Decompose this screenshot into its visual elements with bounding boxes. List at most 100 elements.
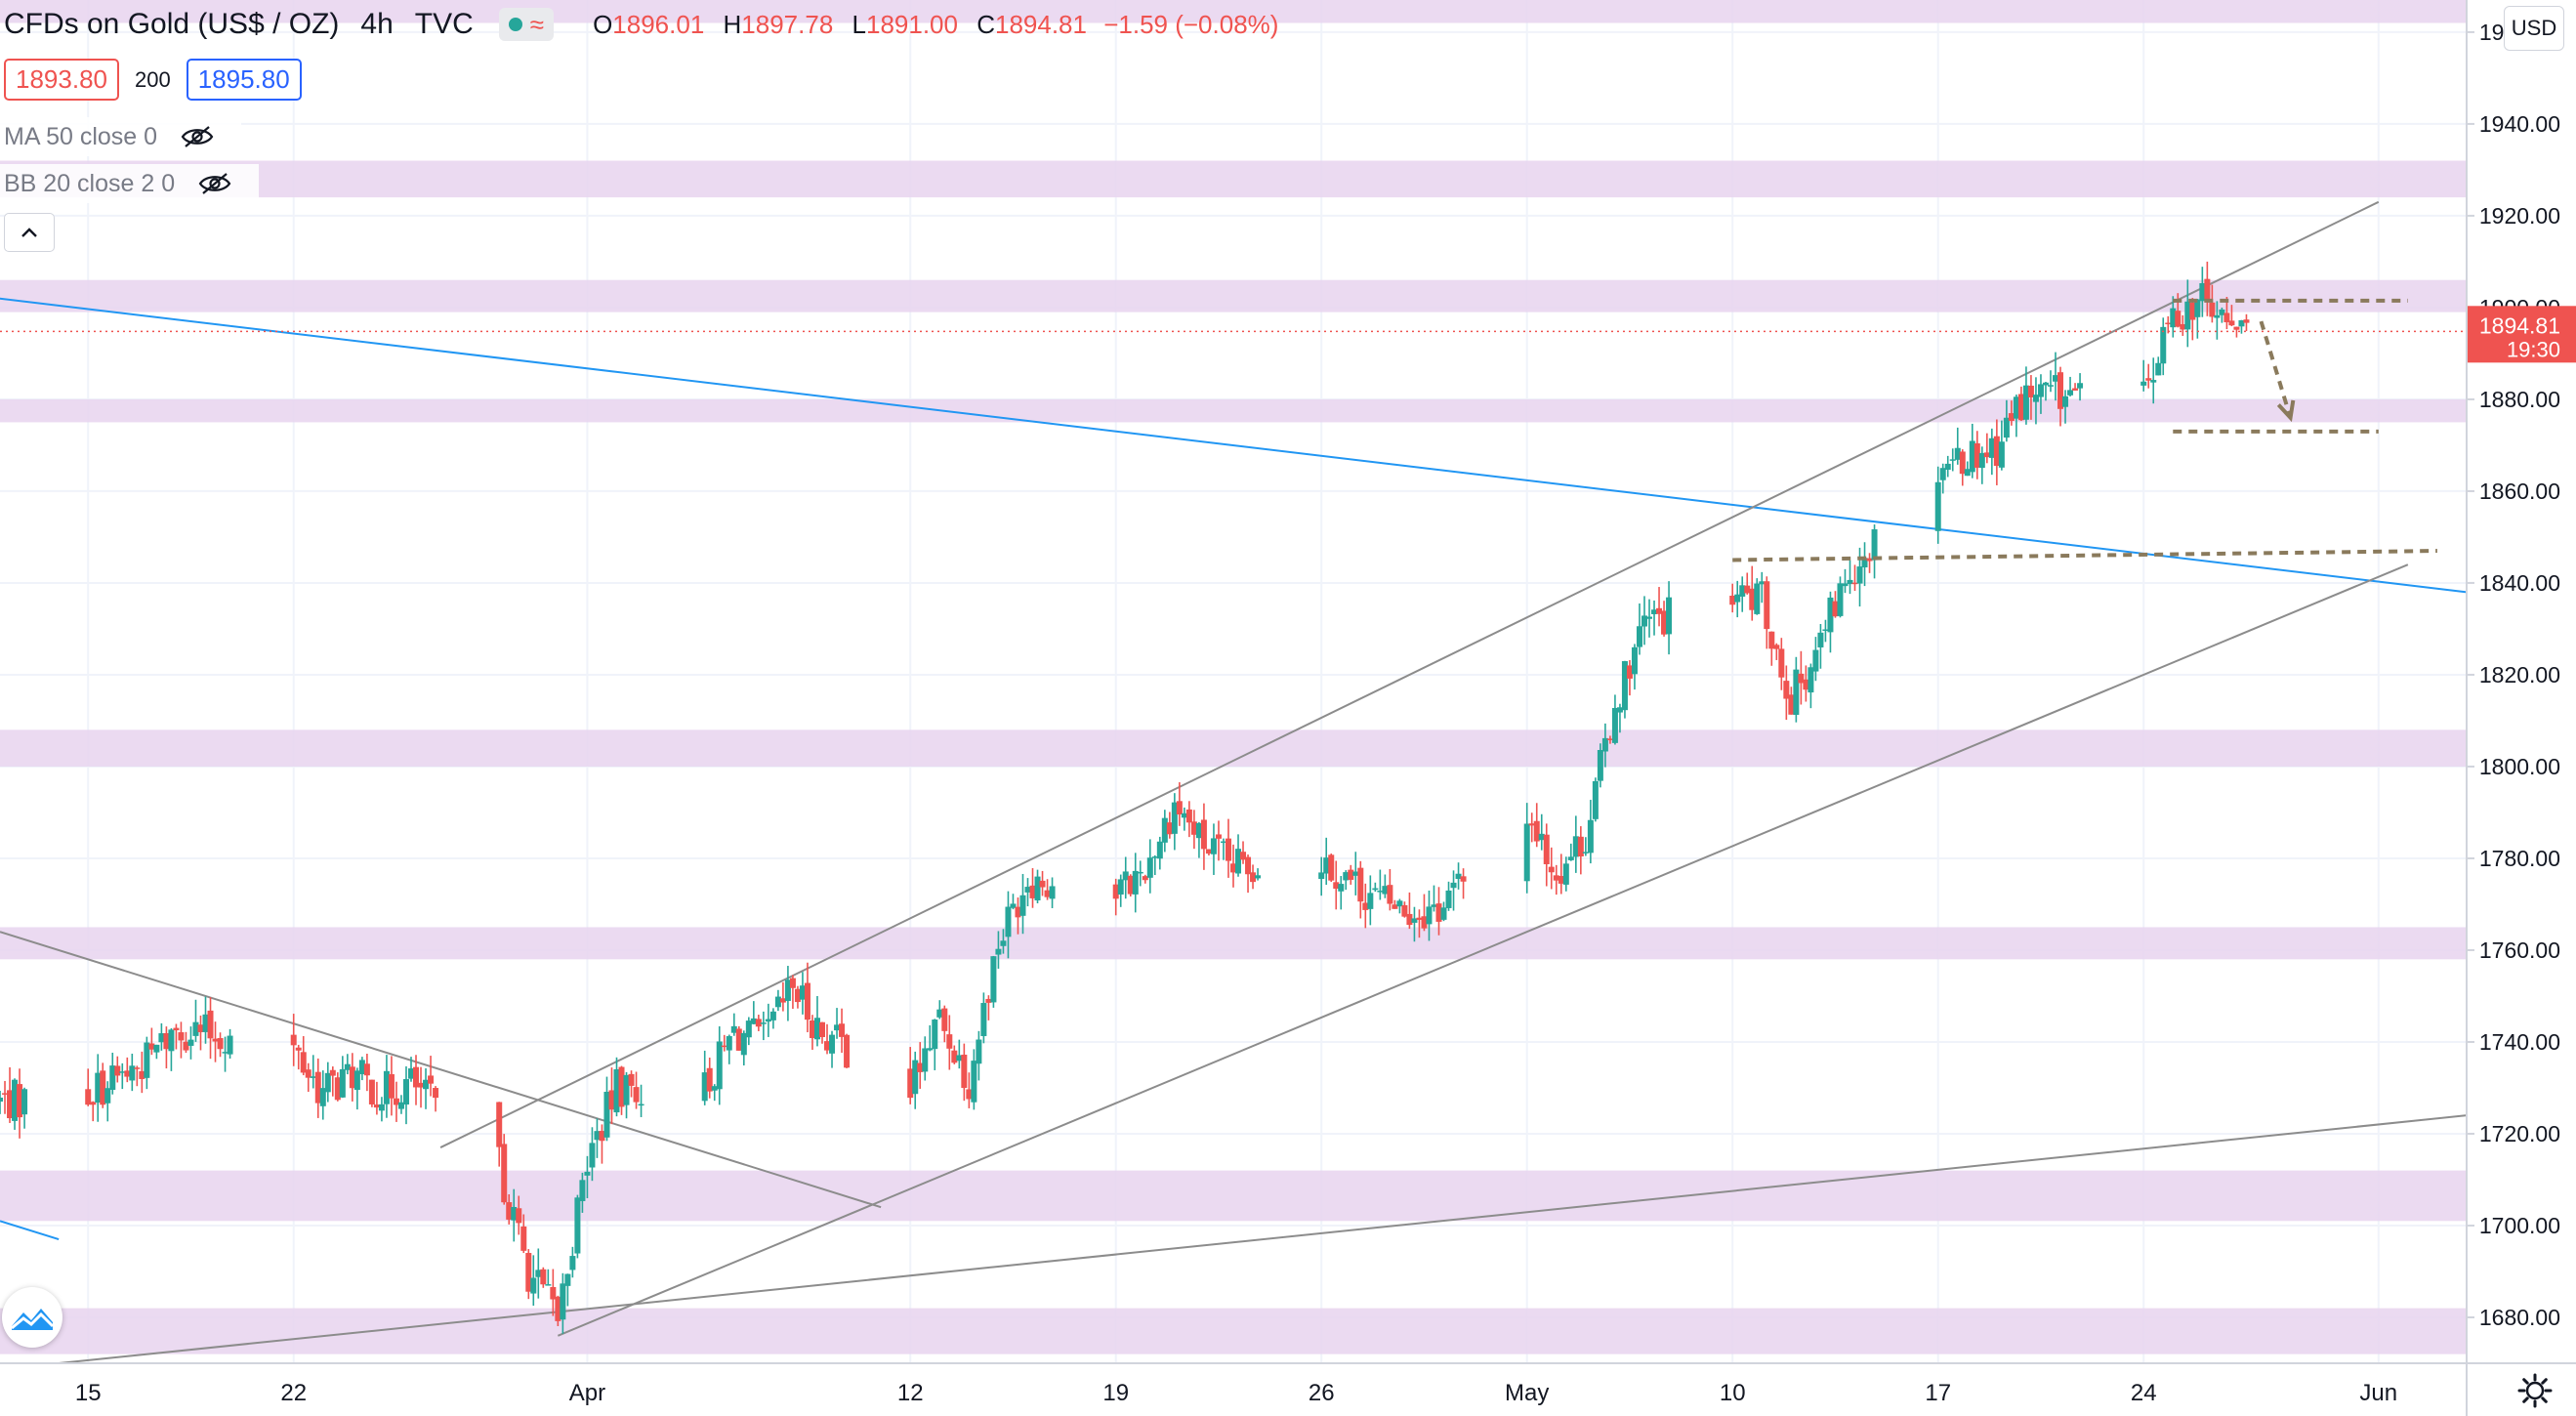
candle-body (608, 1090, 615, 1110)
market-open-icon (508, 18, 522, 31)
candle-body (2184, 301, 2191, 330)
candle-body (1348, 869, 1354, 880)
time-tick-label: 22 (280, 1380, 307, 1406)
candle-body (530, 1277, 537, 1294)
dashed-level-low (1732, 549, 2437, 562)
last-price-label: 1894.81 (2479, 312, 2560, 338)
candle-body (197, 1024, 204, 1032)
candle-body (1392, 904, 1398, 909)
candle-body (413, 1066, 420, 1088)
candle-body (1372, 888, 1379, 891)
candle-body (1764, 581, 1770, 630)
candle-body (2199, 282, 2206, 302)
symbol-title[interactable]: CFDs on Gold (US$ / OZ) (4, 8, 340, 40)
candle-body (745, 1020, 752, 1038)
candle-body (90, 1102, 97, 1105)
gear-icon[interactable] (2515, 1371, 2555, 1410)
time-tick-label: 10 (1720, 1380, 1746, 1406)
price-zone (0, 0, 2467, 23)
candle-body (119, 1071, 126, 1073)
interval-label[interactable]: 4h (360, 8, 394, 40)
candle-body (1225, 838, 1231, 861)
candle-body (0, 1097, 3, 1103)
candle-body (433, 1088, 439, 1099)
candle-body (501, 1144, 508, 1203)
time-axis-panel (0, 1363, 2576, 1416)
market-status-pill[interactable]: ≈ (498, 8, 555, 41)
currency-button[interactable]: USD (2504, 6, 2564, 51)
candle-body (941, 1008, 948, 1031)
candle-body (1832, 601, 1839, 617)
candle-body (804, 982, 810, 1020)
delayed-data-icon: ≈ (529, 10, 545, 39)
candle-body (1954, 447, 1961, 460)
candle-body (550, 1286, 557, 1300)
candle-body (1817, 632, 1824, 647)
eye-off-icon[interactable] (181, 125, 214, 148)
candle-body (628, 1073, 635, 1086)
candle-body (613, 1068, 620, 1113)
candle-body (995, 948, 1002, 955)
candle-body (1582, 852, 1589, 854)
candle-body (344, 1063, 351, 1070)
candle-body (1137, 871, 1143, 874)
candle-body (765, 1019, 771, 1022)
candle-body (222, 1052, 229, 1054)
candle-body (1734, 594, 1741, 603)
candle-body (496, 1102, 503, 1147)
candle-body (560, 1283, 566, 1320)
eye-off-icon[interactable] (198, 172, 231, 195)
candle-body (1601, 737, 1608, 752)
candle-body (1616, 707, 1623, 713)
indicator-ma[interactable]: MA 50 close 0 (0, 117, 242, 156)
candle-body (1969, 440, 1975, 473)
candle-body (1195, 822, 1202, 839)
price-tick-label: 1800.00 (2479, 754, 2560, 779)
indicator-bb[interactable]: BB 20 close 2 0 (0, 164, 260, 203)
candle-body (1406, 913, 1413, 926)
sell-price-button[interactable]: 1893.80 (4, 59, 119, 101)
candle-body (599, 1131, 605, 1142)
candle-body (2027, 385, 2034, 397)
buy-price-button[interactable]: 1895.80 (186, 59, 302, 101)
candle-body (1611, 707, 1618, 743)
tradingview-logo-icon[interactable] (2, 1287, 62, 1348)
candle-body (912, 1060, 919, 1095)
close-label: C (976, 9, 995, 39)
candle-body (192, 1021, 199, 1036)
candle-body (21, 1089, 28, 1115)
candle-body (545, 1284, 552, 1286)
candle-body (2150, 380, 2157, 383)
candle-body (408, 1068, 414, 1079)
candle-body (1851, 582, 1858, 585)
candle-body (730, 1025, 737, 1033)
candle-body (1357, 867, 1364, 902)
candle-body (1445, 890, 1452, 908)
candle-body (980, 1003, 987, 1036)
candle-body (1553, 875, 1559, 881)
candle-body (212, 1038, 219, 1042)
candle-body (1010, 903, 1017, 908)
candle-body (95, 1072, 102, 1104)
candle-body (1636, 626, 1642, 647)
candle-body (589, 1143, 596, 1168)
candle-body (300, 1052, 307, 1073)
blue-descending-trendline (0, 297, 2468, 594)
candle-body (819, 1021, 825, 1037)
candle-body (1803, 679, 1809, 690)
candle-body (1343, 872, 1350, 881)
low-value: 1891.00 (865, 9, 958, 39)
candle-body (324, 1072, 331, 1093)
candle-body (104, 1088, 111, 1104)
candle-body (789, 978, 796, 988)
candle-body (295, 1047, 302, 1051)
collapse-legend-button[interactable] (4, 213, 55, 252)
candle-body (1367, 893, 1374, 909)
candle-body (769, 1011, 776, 1020)
candle-body (1044, 890, 1051, 897)
candle-body (178, 1032, 185, 1041)
candle-body (1964, 469, 1971, 477)
candle-body (594, 1131, 601, 1141)
candle-body (1543, 834, 1550, 864)
